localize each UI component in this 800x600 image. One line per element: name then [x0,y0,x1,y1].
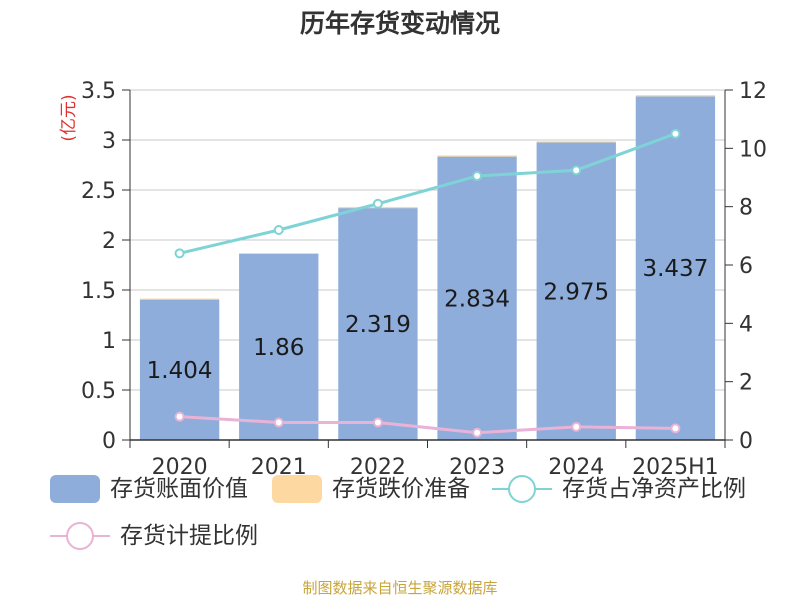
point-net-asset-ratio [372,198,383,209]
x-tick-label: 2023 [449,455,505,480]
legend-label-net-asset-ratio: 存货占净资产比例 [562,476,746,502]
x-tick-label: 2025H1 [632,455,719,480]
right-tick-label: 6 [739,254,753,279]
right-tick-label: 12 [739,79,767,104]
left-tick-label: 2 [102,229,116,254]
bar-inventory-value [437,156,517,440]
line-provision-ratio [179,415,676,435]
left-tick-label: 1 [102,329,116,354]
bar-inventory-value [338,208,418,440]
bar-value-label: 2.834 [444,286,510,312]
bar-inventory-value [635,96,716,441]
x-tick-label: 2022 [350,455,406,480]
point-net-asset-ratio [472,171,483,182]
point-net-asset-ratio [670,128,681,139]
bar-impairment [239,253,319,254]
legend-item-net-asset-ratio[interactable]: 存货占净资产比例 [492,471,746,507]
point-provision-ratio [174,411,185,422]
left-tick-label: 0.5 [81,379,116,404]
point-provision-ratio [670,423,681,434]
bar-impairment [536,141,616,143]
legend-label-impairment: 存货跌价准备 [332,476,470,502]
left-tick-label: 2.5 [81,179,116,204]
right-tick-label: 4 [739,312,753,337]
point-net-asset-ratio [273,225,284,235]
left-tick-label: 3 [102,129,116,154]
legend-line-net-asset-ratio [492,471,552,507]
bar-value-label: 2.975 [543,279,609,305]
point-provision-ratio [472,427,483,438]
x-tick-label: 2024 [548,455,604,480]
bar-impairment [139,298,220,300]
left-tick-label: 3.5 [81,79,116,104]
point-provision-ratio [372,417,383,428]
source-note: 制图数据来自恒生聚源数据库 [302,579,498,597]
bar-inventory-value [536,142,616,440]
bar-inventory-value [239,254,319,440]
point-provision-ratio [571,421,582,432]
left-tick-label: 0 [102,429,116,454]
point-provision-ratio [273,417,284,428]
legend-line-provision-ratio [50,518,110,554]
bar-value-label: 3.437 [642,256,708,282]
right-tick-label: 2 [739,371,753,396]
legend-item-provision-ratio[interactable]: 存货计提比例 [50,518,258,554]
legend-item-impairment[interactable]: 存货跌价准备 [272,471,470,507]
bar-impairment [437,155,517,157]
x-tick-label: 2020 [152,455,208,480]
legend-swatch-inventory-value [50,475,100,503]
legend-label-inventory-value: 存货账面价值 [110,476,248,502]
legend-swatch-impairment [272,475,322,503]
right-tick-label: 8 [739,196,753,221]
right-tick-label: 10 [739,137,767,162]
point-net-asset-ratio [174,248,185,259]
bar-impairment [635,95,716,97]
left-axis-unit-label: (亿元) [59,94,79,141]
bar-value-label: 1.404 [147,358,213,384]
point-net-asset-ratio [571,165,582,176]
legend-label-provision-ratio: 存货计提比例 [120,523,258,549]
left-tick-label: 1.5 [81,279,116,304]
line-net-asset-ratio [179,132,676,255]
legend-item-inventory-value[interactable]: 存货账面价值 [50,471,248,507]
right-tick-label: 0 [739,429,753,454]
bar-value-label: 1.86 [253,335,304,361]
bar-value-label: 2.319 [345,312,411,338]
chart-title: 历年存货变动情况 [299,9,500,38]
